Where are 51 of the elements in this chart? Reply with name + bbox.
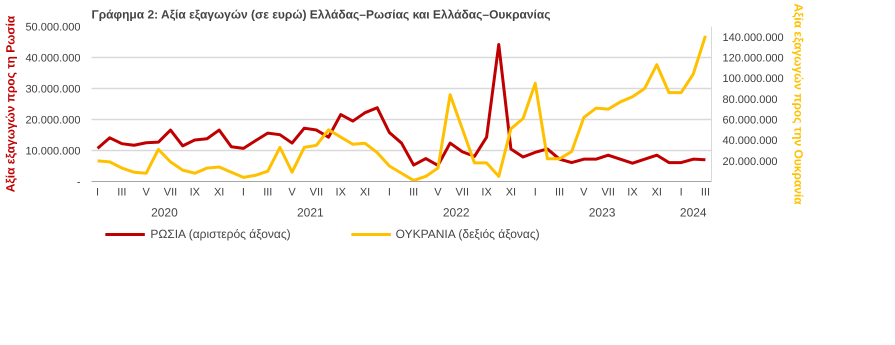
x-tick-label: VII [310, 186, 324, 198]
text: 2020 [151, 206, 178, 220]
y2-tick-label: 80.000.000 [722, 94, 778, 106]
text: 2024 [680, 206, 707, 220]
x-tick-label: I [96, 186, 100, 198]
legend-label: ΟΥΚΡΑΝΙΑ (δεξιός άξονας) [396, 227, 540, 241]
x-tick-label: III [409, 186, 418, 198]
x-tick-label: III [117, 186, 126, 198]
x-tick-label: IX [481, 186, 492, 198]
x-tick-label: III [554, 186, 564, 198]
x-tick-label: XI [652, 186, 662, 198]
y-tick-label: 50.000.000 [25, 22, 81, 34]
y-tick-label: 10.000.000 [25, 146, 81, 158]
x-tick-label: I [242, 186, 245, 198]
y2-tick-label: 100.000.000 [722, 73, 784, 86]
x-tick-label: III [263, 186, 272, 198]
x-tick-label: IX [336, 186, 347, 198]
x-tick-label: XI [360, 186, 370, 198]
line-series [96, 42, 707, 167]
x-tick-label: IX [190, 186, 201, 198]
x-tick-label: III [700, 186, 710, 198]
x-tick-label: VII [601, 186, 615, 198]
y2-tick-label: 60.000.000 [722, 114, 778, 126]
y-axis-title: Αξία εξαγωγών προς τη Ρωσία [3, 15, 18, 192]
text: 2023 [588, 206, 616, 220]
legend-label: ΡΩΣΙΑ (αριστερός άξονας) [150, 227, 291, 241]
y-tick-label: 30.000.000 [25, 84, 81, 96]
x-tick-label: VII [456, 186, 470, 198]
x-tick-label: I [534, 186, 537, 198]
text: 2021 [296, 206, 324, 220]
x-tick-label: XI [506, 186, 516, 198]
x-tick-label: V [580, 186, 588, 198]
x-tick-label: V [142, 186, 151, 198]
y-tick-label: 40.000.000 [25, 52, 81, 64]
y2-tick-label: 140.000.000 [722, 32, 784, 44]
y-tick-label: 20.000.000 [25, 114, 81, 126]
y2-axis-title: Αξία εξαγωγών προς την Ουκρανία [792, 3, 806, 206]
x-tick-label: IX [627, 186, 638, 198]
line-series [96, 34, 707, 182]
x-tick-label: I [388, 186, 391, 198]
x-tick-label: VII [164, 186, 178, 198]
y2-tick-label: 20.000.000 [722, 156, 778, 168]
x-tick-label: V [288, 186, 296, 198]
y-tick-label: - [76, 176, 81, 188]
x-tick-label: XI [214, 186, 224, 198]
text: 2022 [442, 206, 470, 220]
y2-tick-label: 120.000.000 [722, 52, 784, 64]
chart-title: Γράφημα 2: Αξία εξαγωγών (σε ευρώ) Ελλάδας–Ρωσίας και Ελλάδας–Ουκρανίας [92, 8, 551, 22]
y2-tick-label: 40.000.000 [722, 135, 778, 148]
x-tick-label: V [434, 186, 442, 198]
x-tick-label: I [680, 186, 683, 198]
